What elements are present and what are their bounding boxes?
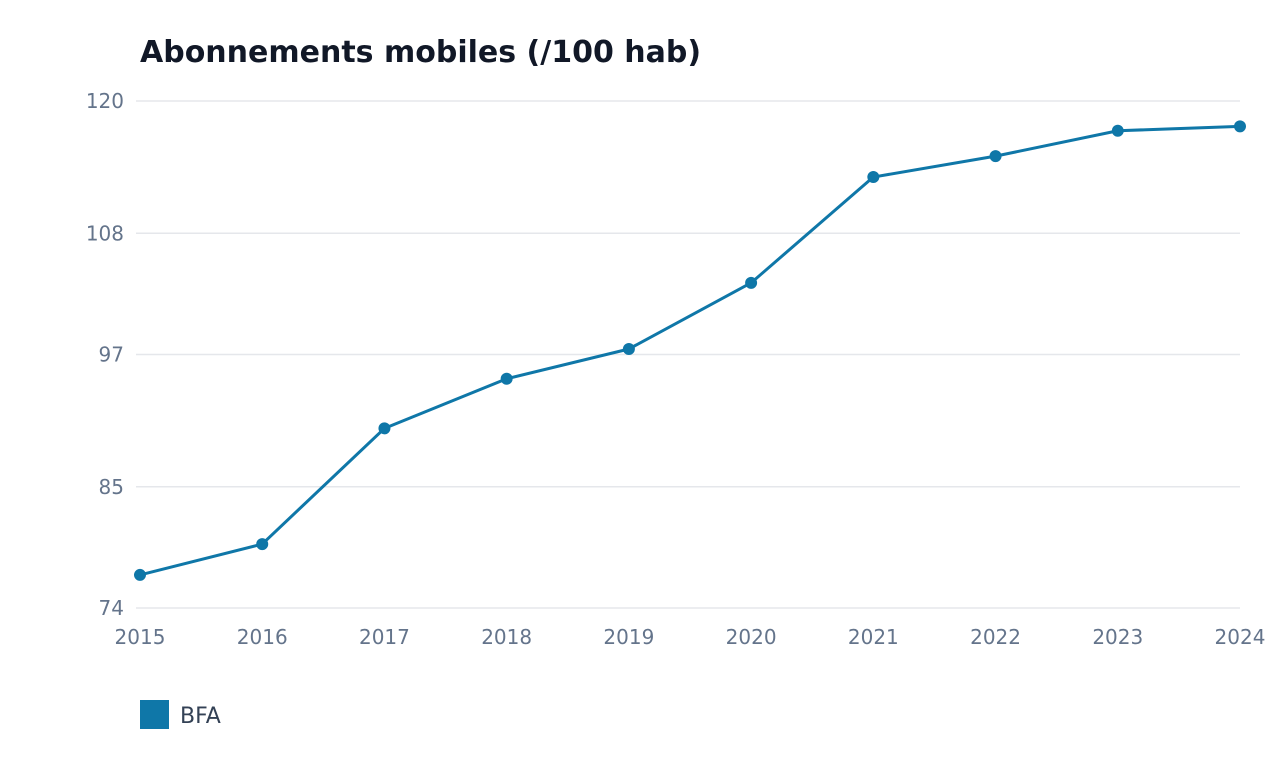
legend-swatch <box>140 700 169 729</box>
x-tick-label: 2024 <box>1215 625 1266 649</box>
y-tick-label: 108 <box>86 221 124 245</box>
chart-title: Abonnements mobiles (/100 hab) <box>140 35 701 70</box>
data-point[interactable] <box>256 538 269 551</box>
legend: BFA <box>140 700 221 729</box>
data-point[interactable] <box>1111 124 1124 137</box>
x-tick-label: 2019 <box>603 625 654 649</box>
x-tick-label: 2021 <box>848 625 899 649</box>
data-point[interactable] <box>745 276 758 289</box>
data-point[interactable] <box>378 422 391 435</box>
y-tick-label: 74 <box>99 596 124 620</box>
x-tick-label: 2023 <box>1092 625 1143 649</box>
data-point[interactable] <box>867 171 880 184</box>
x-tick-label: 2022 <box>970 625 1021 649</box>
x-axis-ticks: 2015 2016 2017 2018 2019 2020 2021 2022 2023 2024 <box>115 625 1266 649</box>
data-point[interactable] <box>622 342 635 355</box>
series-line <box>138 124 1242 577</box>
y-tick-label: 120 <box>86 89 124 113</box>
legend-label: BFA <box>180 704 221 729</box>
grid-lines <box>136 100 1240 609</box>
y-tick-label: 85 <box>99 475 124 499</box>
data-point[interactable] <box>500 372 513 385</box>
data-point[interactable] <box>134 568 146 581</box>
x-tick-label: 2015 <box>115 625 166 649</box>
series-group <box>134 120 1246 581</box>
data-point[interactable] <box>989 150 1002 163</box>
x-tick-label: 2018 <box>481 625 532 649</box>
y-axis-ticks: 74 85 97 108 120 <box>86 89 124 620</box>
x-tick-label: 2017 <box>359 625 410 649</box>
x-tick-label: 2016 <box>237 625 288 649</box>
data-point[interactable] <box>1234 120 1246 133</box>
y-tick-label: 97 <box>99 343 124 367</box>
x-tick-label: 2020 <box>726 625 777 649</box>
